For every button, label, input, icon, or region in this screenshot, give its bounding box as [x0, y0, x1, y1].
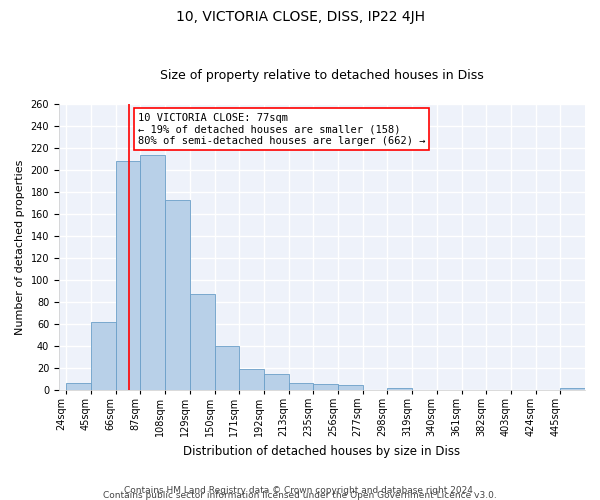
- Bar: [91, 322, 116, 390]
- Bar: [264, 374, 289, 390]
- Bar: [289, 383, 313, 390]
- Y-axis label: Number of detached properties: Number of detached properties: [15, 159, 25, 334]
- Bar: [215, 346, 239, 390]
- X-axis label: Distribution of detached houses by size in Diss: Distribution of detached houses by size …: [184, 444, 461, 458]
- Bar: [140, 154, 165, 390]
- Bar: [388, 388, 412, 390]
- Title: Size of property relative to detached houses in Diss: Size of property relative to detached ho…: [160, 69, 484, 82]
- Text: Contains HM Land Registry data © Crown copyright and database right 2024.: Contains HM Land Registry data © Crown c…: [124, 486, 476, 495]
- Bar: [190, 294, 215, 390]
- Bar: [239, 369, 264, 390]
- Bar: [313, 384, 338, 390]
- Text: Contains public sector information licensed under the Open Government Licence v3: Contains public sector information licen…: [103, 490, 497, 500]
- Bar: [67, 383, 91, 390]
- Bar: [560, 388, 585, 390]
- Bar: [338, 386, 363, 390]
- Bar: [116, 161, 140, 390]
- Bar: [165, 200, 190, 390]
- Text: 10 VICTORIA CLOSE: 77sqm
← 19% of detached houses are smaller (158)
80% of semi-: 10 VICTORIA CLOSE: 77sqm ← 19% of detach…: [138, 112, 425, 146]
- Text: 10, VICTORIA CLOSE, DISS, IP22 4JH: 10, VICTORIA CLOSE, DISS, IP22 4JH: [176, 10, 425, 24]
